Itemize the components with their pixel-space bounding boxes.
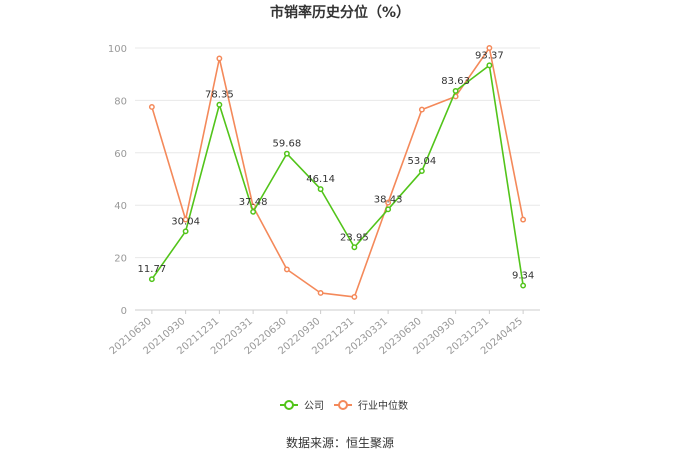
y-tick-label: 20	[114, 254, 127, 265]
y-tick-label: 60	[114, 149, 127, 160]
company-data-point[interactable]	[216, 101, 223, 108]
company-data-point[interactable]	[283, 150, 290, 157]
company-data-point[interactable]	[486, 62, 493, 69]
company-data-point[interactable]	[452, 87, 459, 94]
company-data-point[interactable]	[182, 228, 189, 235]
industry-median-data-point[interactable]	[351, 293, 358, 300]
source-note: 数据来源：恒生聚源	[286, 435, 394, 450]
company-data-point[interactable]	[317, 186, 324, 193]
legend-marker-icon	[284, 400, 294, 410]
industry-median-data-point[interactable]	[486, 45, 493, 51]
industry-median-data-point[interactable]	[216, 55, 223, 62]
industry-median-data-point[interactable]	[283, 266, 290, 273]
data-label: 30.04	[171, 216, 200, 227]
industry-median-data-point[interactable]	[520, 216, 527, 223]
industry-median-series-line	[151, 47, 524, 298]
company-series-line	[151, 64, 524, 286]
y-tick-label: 100	[108, 44, 127, 55]
y-tick-label: 0	[121, 306, 127, 317]
industry-median-data-point[interactable]	[148, 104, 155, 110]
company-data-point[interactable]	[385, 206, 392, 213]
data-label: 23.95	[340, 232, 369, 243]
industry-median-data-point[interactable]	[182, 216, 189, 223]
industry-median-data-point[interactable]	[385, 199, 392, 206]
company-data-point[interactable]	[520, 282, 527, 289]
data-label: 46.14	[306, 174, 335, 185]
legend-item-industry-median[interactable]: 行业中位数	[334, 399, 408, 412]
industry-median-data-point[interactable]	[317, 290, 324, 296]
y-tick-label: 80	[114, 96, 127, 107]
legend-label: 公司	[304, 401, 324, 412]
data-label: 59.68	[273, 139, 302, 150]
data-label: 37.48	[239, 197, 268, 208]
company-data-point[interactable]	[148, 276, 155, 283]
chart-title: 市销率历史分位（%）	[270, 4, 410, 21]
data-labels: 11.77 30.04 78.35 37.48 59.68 46.14 23.95 38.43…	[138, 50, 535, 281]
y-tick-label: 40	[114, 201, 127, 212]
data-label: 83.63	[441, 76, 470, 87]
data-label: 9.34	[512, 271, 534, 282]
legend: 公司 行业中位数	[280, 399, 408, 412]
legend-label: 行业中位数	[358, 399, 408, 412]
series-layer	[148, 45, 527, 300]
legend-marker-icon	[338, 400, 348, 410]
company-data-point[interactable]	[418, 168, 425, 174]
data-label: 53.04	[408, 156, 437, 167]
data-label: 93.37	[475, 50, 504, 61]
y-axis: 0 20 40 60 80 100	[108, 44, 127, 317]
company-data-point[interactable]	[351, 244, 358, 251]
legend-item-company[interactable]: 公司	[280, 400, 324, 412]
grid-lines	[135, 47, 540, 311]
company-data-point[interactable]	[250, 208, 257, 215]
data-label: 78.35	[205, 90, 234, 101]
industry-median-data-point[interactable]	[418, 106, 425, 113]
data-label: 38.43	[374, 194, 403, 205]
x-axis: 2021063020210930202112312022033120220630…	[108, 309, 540, 357]
data-label: 11.77	[138, 264, 167, 275]
